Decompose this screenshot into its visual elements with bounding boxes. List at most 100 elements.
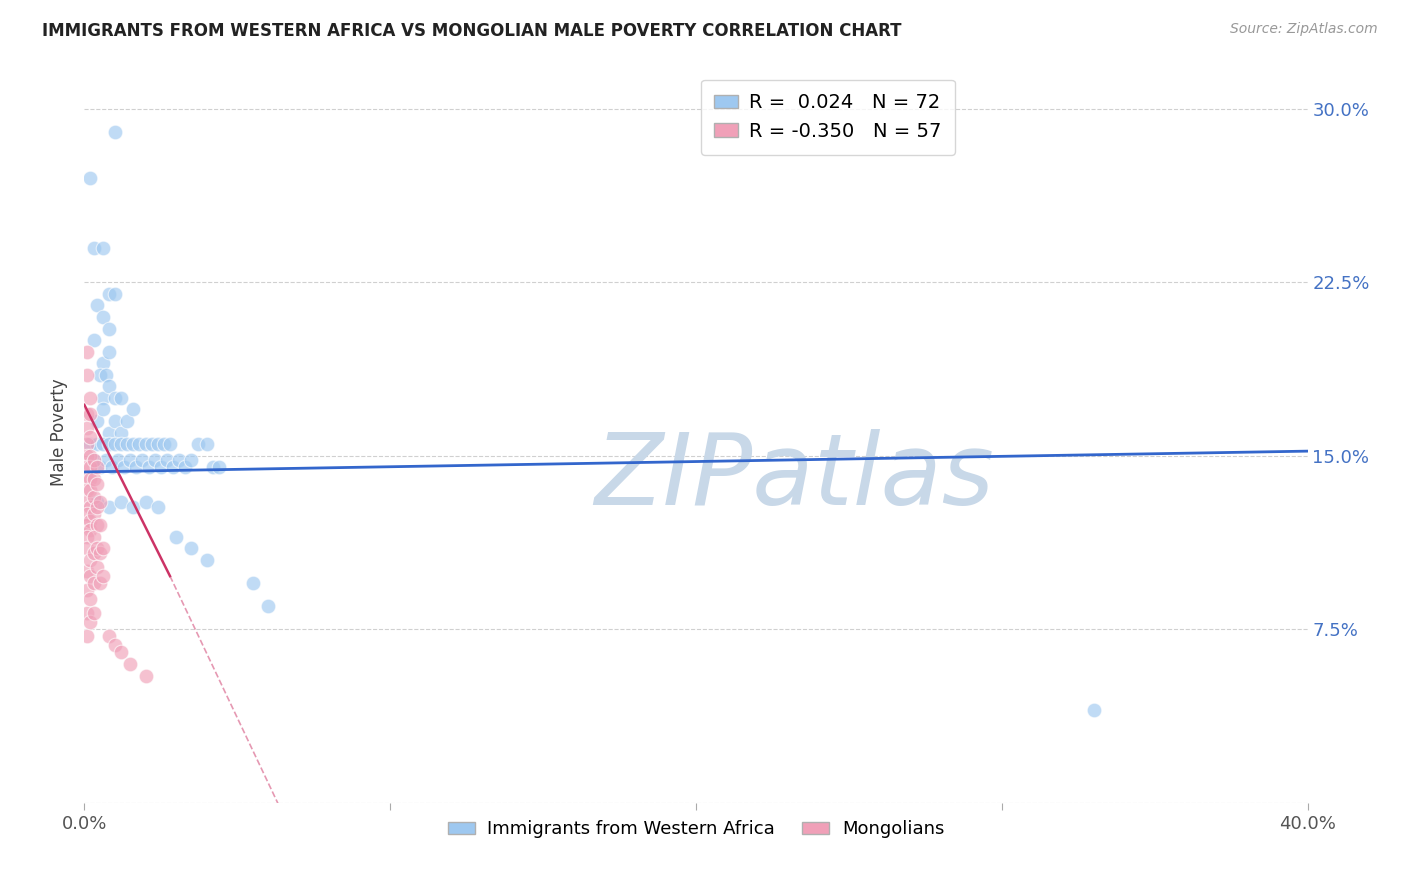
Point [162,460,184,475]
Point [76,483,98,498]
Point [174,460,197,475]
Point [104,391,127,405]
Point [79,553,101,567]
Point [135,668,157,682]
Point [76,530,98,544]
Point [180,453,202,467]
Point [83,530,105,544]
Text: ZIPatlas: ZIPatlas [593,428,994,525]
Point [104,414,127,428]
Point [91,569,114,583]
Point [91,240,114,255]
Point [115,437,138,451]
Point [91,437,114,451]
Point [146,437,169,451]
Point [76,368,98,382]
Point [110,425,132,440]
Point [83,507,105,521]
Point [97,321,120,335]
Point [153,437,176,451]
Point [131,453,153,467]
Point [79,437,101,451]
Text: IMMIGRANTS FROM WESTERN AFRICA VS MONGOLIAN MALE POVERTY CORRELATION CHART: IMMIGRANTS FROM WESTERN AFRICA VS MONGOL… [42,22,901,40]
Point [125,460,148,475]
Point [86,437,108,451]
Point [89,495,111,509]
Point [86,460,108,475]
Point [94,368,117,382]
Point [76,472,98,486]
Point [83,333,105,347]
Point [76,541,98,556]
Point [141,437,163,451]
Point [83,240,105,255]
Point [83,453,105,467]
Point [76,507,98,521]
Point [208,460,231,475]
Point [79,449,101,463]
Point [97,500,120,514]
Point [104,286,127,301]
Point [76,582,98,597]
Point [201,460,224,475]
Point [180,541,202,556]
Point [76,421,98,435]
Point [86,559,108,574]
Point [76,449,98,463]
Point [156,453,179,467]
Point [195,553,218,567]
Point [186,437,208,451]
Point [115,414,138,428]
Point [97,379,120,393]
Point [76,518,98,533]
Point [79,407,101,421]
Point [86,518,108,533]
Point [112,460,135,475]
Text: Source: ZipAtlas.com: Source: ZipAtlas.com [1230,22,1378,37]
Point [89,518,111,533]
Point [149,460,172,475]
Point [122,402,145,417]
Point [79,430,101,444]
Point [83,576,105,591]
Point [89,576,111,591]
Point [104,437,127,451]
Point [76,460,98,475]
Point [76,565,98,579]
Point [79,483,101,498]
Point [97,437,120,451]
Point [91,391,114,405]
Point [97,629,120,643]
Point [104,125,127,139]
Point [91,356,114,370]
Point [159,437,181,451]
Point [195,437,218,451]
Point [110,437,132,451]
Point [135,495,157,509]
Point [120,657,142,671]
Point [76,606,98,620]
Point [76,344,98,359]
Point [107,453,129,467]
Point [135,437,157,451]
Point [97,425,120,440]
Point [97,344,120,359]
Y-axis label: Male Poverty: Male Poverty [51,379,69,486]
Point [128,437,150,451]
Legend: Immigrants from Western Africa, Mongolians: Immigrants from Western Africa, Mongolia… [440,814,952,846]
Point [89,546,111,560]
Point [138,460,160,475]
Point [86,541,108,556]
Point [89,460,111,475]
Point [79,171,101,186]
Point [122,500,145,514]
Point [91,310,114,324]
Point [79,523,101,537]
Point [79,472,101,486]
Point [167,453,190,467]
Point [76,495,98,509]
Point [86,476,108,491]
Point [86,414,108,428]
Point [91,402,114,417]
Point [86,495,108,509]
